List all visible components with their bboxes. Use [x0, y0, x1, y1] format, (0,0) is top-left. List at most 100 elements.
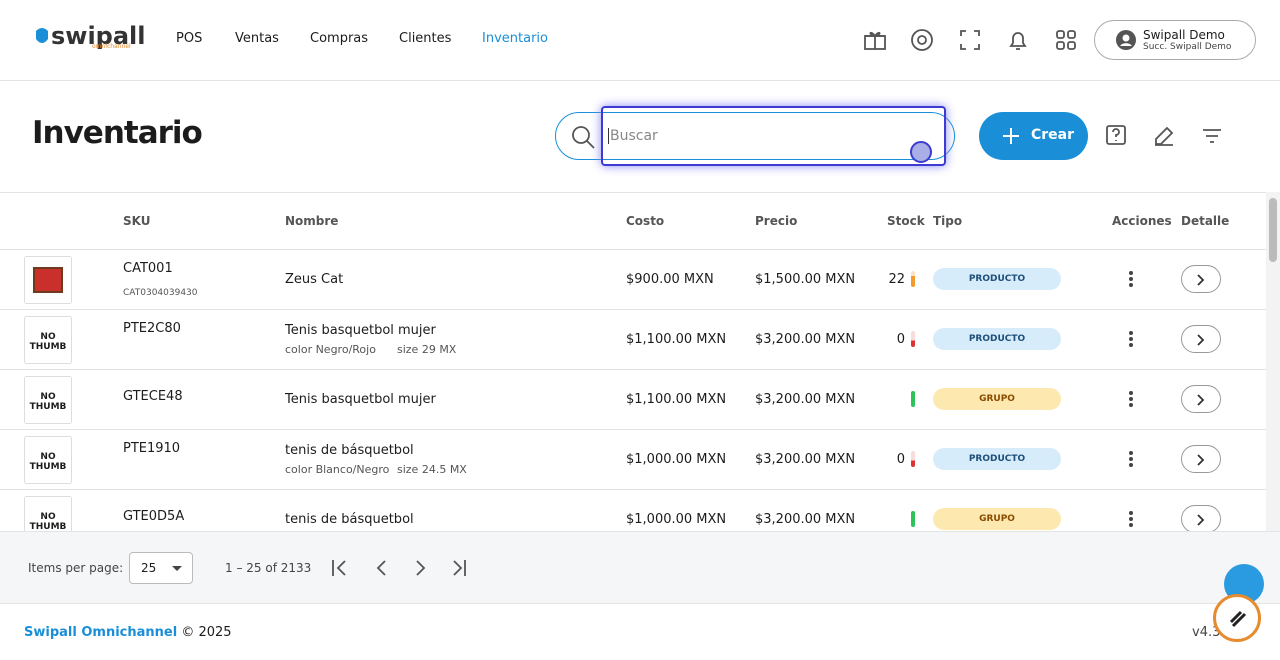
sku: PTE1910: [123, 441, 181, 456]
dot: [1129, 277, 1133, 281]
focus-highlight[interactable]: [601, 106, 946, 166]
cost: $1,000.00 MXN: [626, 452, 727, 467]
logo-sub: omnichannel: [92, 43, 131, 50]
footer-version: v4.3: [1192, 625, 1221, 640]
table-row[interactable]: NO THUMB GTECE48 Tenis basquetbol mujer $1,…: [0, 370, 1266, 430]
dot: [1129, 457, 1133, 461]
thumbnail: NO THUMB: [24, 316, 72, 364]
column-header[interactable]: Tipo: [933, 214, 963, 228]
stock-indicator: [911, 451, 915, 467]
name: tenis de básquetbol: [285, 512, 414, 527]
column-header[interactable]: Costo: [626, 214, 665, 228]
page-buttons[interactable]: [330, 558, 470, 578]
select-arrow: [172, 566, 182, 571]
stock-indicator: [911, 391, 915, 407]
search-placeholder: Buscar: [608, 128, 658, 144]
gift-icon[interactable]: [863, 29, 887, 51]
type-badge: GRUPO: [933, 388, 1061, 410]
name: Tenis basquetbol mujer: [285, 392, 436, 407]
paginator: Items per page: 25 1 – 25 of 2133: [0, 531, 1280, 604]
column-header[interactable]: Detalle: [1181, 214, 1230, 228]
product-image: [33, 267, 63, 293]
actions-menu[interactable]: [1128, 451, 1134, 469]
help-icon[interactable]: [910, 28, 934, 52]
actions-menu[interactable]: [1128, 331, 1134, 349]
column-header[interactable]: Precio: [755, 214, 798, 228]
cost: $900.00 MXN: [626, 272, 714, 287]
user-name: Swipall Demo: [1143, 28, 1225, 42]
user-avatar: [1116, 30, 1136, 50]
price: $3,200.00 MXN: [755, 512, 856, 527]
nav-item[interactable]: Ventas: [235, 31, 279, 46]
top-bar: swipall omnichannel Swipall Demo Succ. S…: [0, 0, 1280, 81]
dot: [1129, 451, 1133, 455]
stock-indicator: [911, 511, 915, 527]
user-menu[interactable]: Swipall Demo Succ. Swipall Demo: [1094, 20, 1256, 60]
help-button[interactable]: [1104, 124, 1128, 148]
scrollbar[interactable]: [1266, 192, 1280, 531]
sku: CAT001: [123, 261, 173, 276]
nav-item[interactable]: Inventario: [482, 31, 548, 46]
variant: size 29 MX: [397, 343, 457, 356]
price: $3,200.00 MXN: [755, 452, 856, 467]
detail-button[interactable]: [1181, 265, 1221, 293]
table-header: SKU Nombre Costo Precio Stock Tipo Acciones Det…: [0, 192, 1266, 250]
page-size: 25: [141, 561, 157, 575]
name: tenis de básquetbol: [285, 443, 414, 458]
table-row[interactable]: NO THUMB PTE1910 tenis de básquetbol color …: [0, 430, 1266, 490]
filter-button[interactable]: [1200, 124, 1224, 148]
table-row[interactable]: NO THUMB PTE2C80 Tenis basquetbol mujer col…: [0, 310, 1266, 370]
cursor: [910, 141, 932, 163]
nav-item[interactable]: Clientes: [399, 31, 452, 46]
edit-button[interactable]: [1152, 124, 1176, 148]
fullscreen-icon[interactable]: [958, 28, 982, 52]
detail-button[interactable]: [1181, 325, 1221, 353]
chevron: [1197, 454, 1205, 466]
cost: $1,100.00 MXN: [626, 392, 727, 407]
chevron: [1197, 274, 1205, 286]
dot: [1129, 343, 1133, 347]
dot: [1129, 331, 1133, 335]
detail-button[interactable]: [1181, 385, 1221, 413]
nav-item[interactable]: Compras: [310, 31, 369, 46]
type-badge: GRUPO: [933, 508, 1061, 530]
search-box[interactable]: [555, 112, 955, 160]
column-header[interactable]: SKU: [123, 214, 151, 228]
bell-icon[interactable]: [1006, 28, 1030, 52]
assistant-button[interactable]: [1213, 594, 1261, 642]
column-header[interactable]: Acciones: [1112, 214, 1172, 228]
dot: [1129, 337, 1133, 341]
items-per-page-label: Items per page:: [28, 561, 124, 575]
price: $1,500.00 MXN: [755, 272, 856, 287]
type-badge: PRODUCTO: [933, 448, 1061, 470]
column-header[interactable]: Nombre: [285, 214, 339, 228]
user-branch: Succ. Swipall Demo: [1143, 42, 1232, 52]
column-header[interactable]: Stock: [887, 214, 925, 228]
stock-indicator: [911, 271, 915, 287]
table-row[interactable]: NO THUMB GTE0D5A tenis de básquetbol $1,000…: [0, 490, 1266, 531]
create-button[interactable]: Crear: [979, 112, 1088, 160]
page-range: 1 – 25 of 2133: [225, 561, 312, 575]
thumbnail: NO THUMB: [24, 376, 72, 424]
dot: [1129, 403, 1133, 407]
actions-menu[interactable]: [1128, 271, 1134, 289]
footer-copyright-line: Swipall Omnichannel © 2025: [24, 625, 232, 640]
chevron: [1197, 334, 1205, 346]
dot: [1129, 283, 1133, 287]
detail-button[interactable]: [1181, 505, 1221, 531]
price: $3,200.00 MXN: [755, 392, 856, 407]
actions-menu[interactable]: [1128, 391, 1134, 409]
footer-brand: Swipall Omnichannel: [24, 625, 178, 640]
sku: GTE0D5A: [123, 509, 185, 524]
chevron: [1197, 514, 1205, 526]
nav-item[interactable]: POS: [176, 31, 203, 46]
variant: color Negro/Rojo: [285, 343, 376, 356]
table-row[interactable]: CAT001 CAT0304039430 Zeus Cat $900.00 MXN $1…: [0, 250, 1266, 310]
apps-icon[interactable]: [1054, 28, 1078, 52]
page-size-select[interactable]: 25: [129, 552, 193, 584]
price: $3,200.00 MXN: [755, 332, 856, 347]
actions-menu[interactable]: [1128, 511, 1134, 529]
page-title: Inventario: [32, 115, 203, 151]
scroll-thumb[interactable]: [1269, 198, 1277, 262]
detail-button[interactable]: [1181, 445, 1221, 473]
